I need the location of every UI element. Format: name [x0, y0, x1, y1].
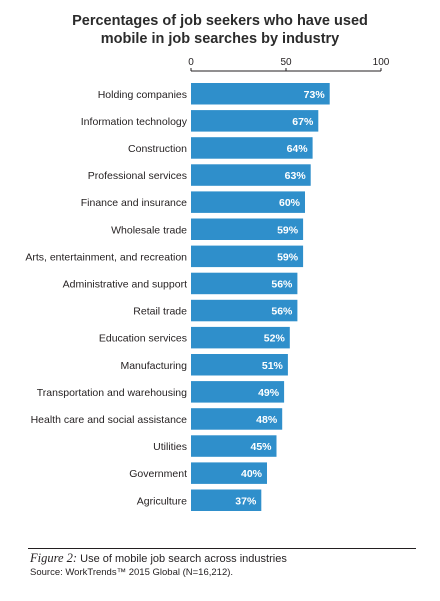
chart-title: Percentages of job seekers who have used…: [0, 12, 440, 48]
bar-health-care-and-social-assistance: [191, 408, 283, 430]
category-label-holding-companies: Holding companies: [98, 89, 187, 101]
bar-finance-and-insurance: [191, 191, 305, 213]
bar-wholesale-trade: [191, 218, 304, 240]
value-label-agriculture: 37%: [235, 495, 257, 507]
bar-agriculture: [191, 489, 262, 511]
bar-government: [191, 462, 267, 484]
value-label-administrative-and-support: 56%: [271, 278, 293, 290]
category-label-information-technology: Information technology: [81, 116, 188, 128]
category-label-agriculture: Agriculture: [137, 495, 187, 507]
value-label-information-technology: 67%: [292, 116, 314, 128]
value-label-construction: 64%: [287, 143, 309, 155]
bar-information-technology: [191, 110, 319, 132]
bar-professional-services: [191, 164, 311, 186]
category-label-transportation-and-warehousing: Transportation and warehousing: [37, 387, 187, 399]
category-label-government: Government: [129, 468, 187, 480]
x-tick-label-50: 50: [280, 57, 292, 68]
x-tick-label-100: 100: [373, 57, 390, 68]
source-note: Source: WorkTrends™ 2015 Global (N=16,21…: [30, 567, 234, 578]
value-label-professional-services: 63%: [285, 170, 307, 182]
figure-label: Figure 2:: [30, 551, 78, 565]
caption-divider: [28, 548, 416, 549]
category-label-utilities: Utilities: [153, 441, 187, 453]
value-label-education-services: 52%: [264, 333, 286, 345]
bars: Holding companies 73% Information technolo…: [25, 83, 330, 511]
value-label-finance-and-insurance: 60%: [279, 197, 301, 209]
bar-construction: [191, 137, 313, 159]
caption-text: Use of mobile job search across industri…: [77, 553, 287, 565]
bar-administrative-and-support: [191, 272, 298, 295]
category-label-health-care-and-social-assistance: Health care and social assistance: [31, 414, 188, 426]
bar-arts-entertainment-and-recreation: [191, 245, 304, 268]
category-label-retail-trade: Retail trade: [133, 306, 187, 318]
category-label-arts-entertainment-and-recreation: Arts, entertainment, and recreation: [25, 251, 187, 263]
bar-utilities: [191, 435, 277, 457]
category-label-construction: Construction: [128, 143, 187, 155]
chart-title-line-2: mobile in job searches by industry: [100, 31, 340, 47]
bar-retail-trade: [191, 299, 298, 322]
value-label-holding-companies: 73%: [304, 89, 326, 101]
category-label-administrative-and-support: Administrative and support: [63, 278, 187, 290]
bar-holding-companies: [191, 83, 330, 105]
category-label-professional-services: Professional services: [88, 170, 187, 182]
chart-title-line-1: Percentages of job seekers who have used: [72, 13, 368, 29]
value-label-arts-entertainment-and-recreation: 59%: [277, 251, 299, 263]
category-label-manufacturing: Manufacturing: [120, 360, 187, 372]
value-label-wholesale-trade: 59%: [277, 224, 299, 236]
value-label-utilities: 45%: [250, 441, 272, 453]
category-label-education-services: Education services: [99, 333, 187, 345]
category-label-wholesale-trade: Wholesale trade: [111, 224, 187, 236]
figure-caption: Figure 2: Use of mobile job search acros…: [30, 552, 287, 566]
x-tick-label-0: 0: [188, 57, 194, 68]
value-label-retail-trade: 56%: [271, 306, 293, 318]
x-axis: 0 50 100: [188, 57, 390, 72]
value-label-manufacturing: 51%: [262, 360, 284, 372]
value-label-health-care-and-social-assistance: 48%: [256, 414, 278, 426]
bar-transportation-and-warehousing: [191, 381, 285, 403]
value-label-government: 40%: [241, 468, 263, 480]
bar-education-services: [191, 326, 290, 349]
category-label-finance-and-insurance: Finance and insurance: [81, 197, 187, 209]
bar-manufacturing: [191, 354, 288, 376]
value-label-transportation-and-warehousing: 49%: [258, 387, 280, 399]
